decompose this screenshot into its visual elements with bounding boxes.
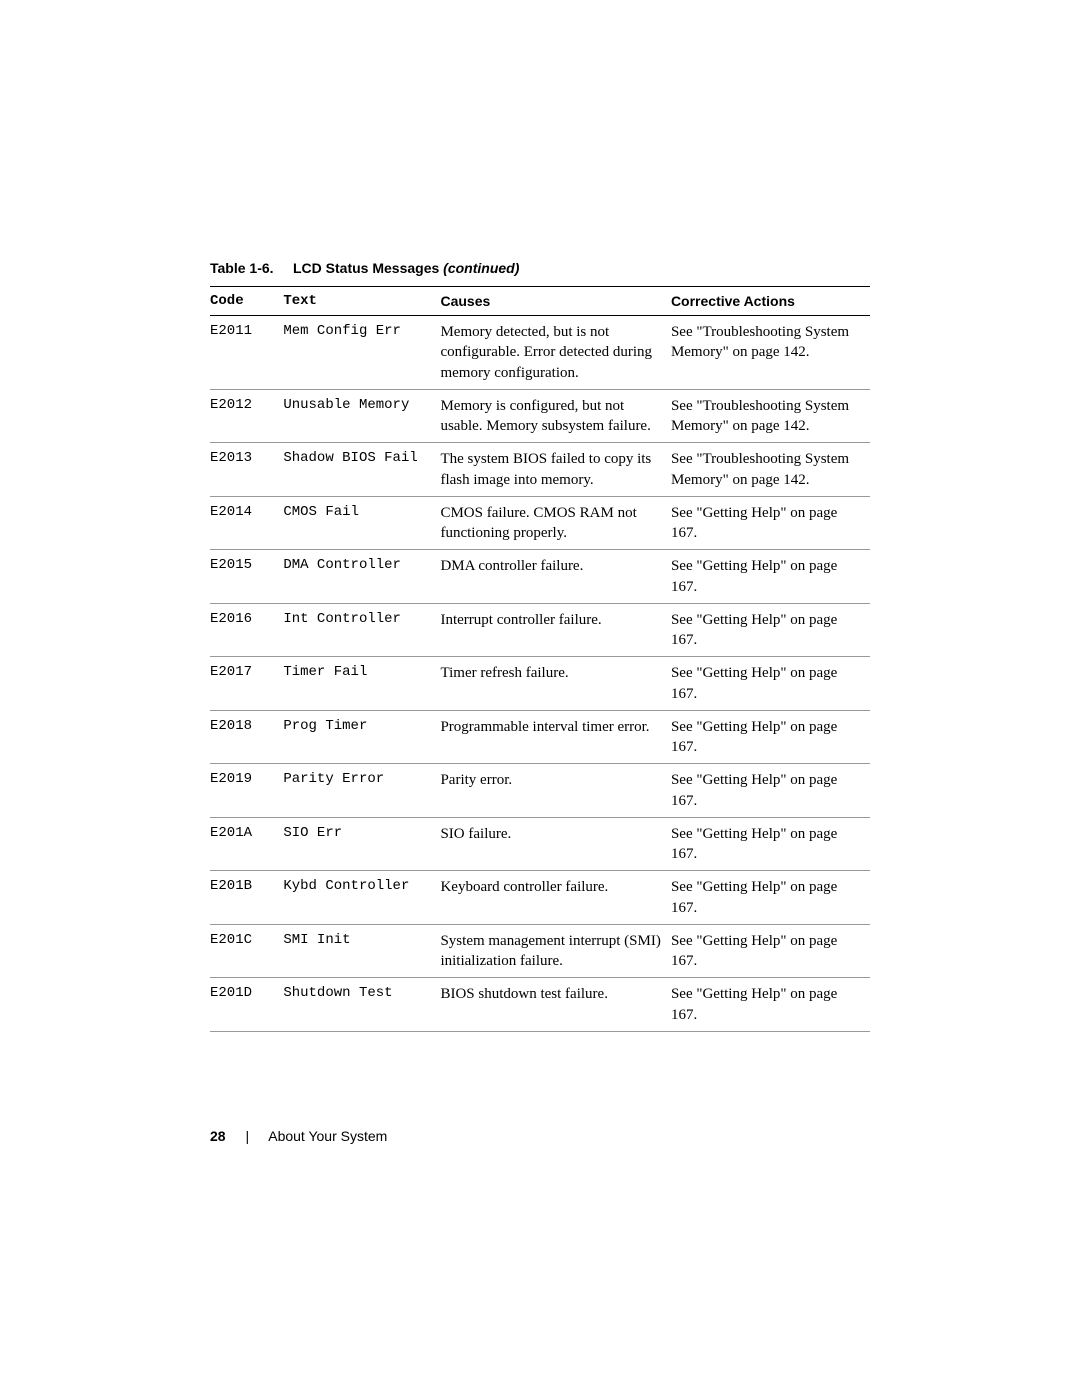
cell-code: E2014 xyxy=(210,496,283,550)
cell-actions: See "Getting Help" on page 167. xyxy=(671,764,870,818)
cell-causes: Interrupt controller failure. xyxy=(440,603,670,657)
cell-actions: See "Getting Help" on page 167. xyxy=(671,710,870,764)
th-code: Code xyxy=(210,287,283,316)
cell-causes: Memory is configured, but not usable. Me… xyxy=(440,389,670,443)
cell-text: Unusable Memory xyxy=(283,389,440,443)
page-footer: 28 | About Your System xyxy=(210,1128,387,1144)
cell-actions: See "Getting Help" on page 167. xyxy=(671,550,870,604)
table-row: E2016Int ControllerInterrupt controller … xyxy=(210,603,870,657)
table-row: E2019Parity ErrorParity error.See "Getti… xyxy=(210,764,870,818)
cell-text: Parity Error xyxy=(283,764,440,818)
cell-text: SIO Err xyxy=(283,817,440,871)
table-row: E2015DMA ControllerDMA controller failur… xyxy=(210,550,870,604)
cell-actions: See "Getting Help" on page 167. xyxy=(671,603,870,657)
cell-code: E2018 xyxy=(210,710,283,764)
cell-text: Shutdown Test xyxy=(283,978,440,1032)
cell-actions: See "Troubleshooting System Memory" on p… xyxy=(671,389,870,443)
th-text: Text xyxy=(283,287,440,316)
cell-text: Mem Config Err xyxy=(283,316,440,390)
cell-code: E2011 xyxy=(210,316,283,390)
cell-text: SMI Init xyxy=(283,924,440,978)
footer-section: About Your System xyxy=(268,1128,387,1144)
cell-text: CMOS Fail xyxy=(283,496,440,550)
page-number: 28 xyxy=(210,1128,226,1144)
cell-actions: See "Getting Help" on page 167. xyxy=(671,924,870,978)
cell-code: E2019 xyxy=(210,764,283,818)
cell-code: E201A xyxy=(210,817,283,871)
cell-actions: See "Troubleshooting System Memory" on p… xyxy=(671,443,870,497)
cell-code: E201B xyxy=(210,871,283,925)
caption-suffix: (continued) xyxy=(443,260,519,276)
cell-causes: Timer refresh failure. xyxy=(440,657,670,711)
caption-title: LCD Status Messages xyxy=(293,260,439,276)
cell-code: E2013 xyxy=(210,443,283,497)
table-row: E2014CMOS FailCMOS failure. CMOS RAM not… xyxy=(210,496,870,550)
cell-causes: CMOS failure. CMOS RAM not functioning p… xyxy=(440,496,670,550)
cell-code: E2015 xyxy=(210,550,283,604)
cell-causes: Parity error. xyxy=(440,764,670,818)
table-row: E2018Prog TimerProgrammable interval tim… xyxy=(210,710,870,764)
cell-code: E2016 xyxy=(210,603,283,657)
table-row: E201CSMI InitSystem management interrupt… xyxy=(210,924,870,978)
cell-actions: See "Getting Help" on page 167. xyxy=(671,978,870,1032)
cell-actions: See "Getting Help" on page 167. xyxy=(671,657,870,711)
table-header-row: Code Text Causes Corrective Actions xyxy=(210,287,870,316)
cell-causes: Keyboard controller failure. xyxy=(440,871,670,925)
table-row: E201ASIO ErrSIO failure.See "Getting Hel… xyxy=(210,817,870,871)
table-row: E2012Unusable MemoryMemory is configured… xyxy=(210,389,870,443)
table-row: E201DShutdown TestBIOS shutdown test fai… xyxy=(210,978,870,1032)
cell-code: E2017 xyxy=(210,657,283,711)
table-row: E2017Timer FailTimer refresh failure.See… xyxy=(210,657,870,711)
cell-actions: See "Getting Help" on page 167. xyxy=(671,871,870,925)
table-row: E201BKybd ControllerKeyboard controller … xyxy=(210,871,870,925)
table-row: E2011Mem Config ErrMemory detected, but … xyxy=(210,316,870,390)
cell-text: Timer Fail xyxy=(283,657,440,711)
cell-causes: Programmable interval timer error. xyxy=(440,710,670,764)
cell-causes: SIO failure. xyxy=(440,817,670,871)
table-caption: Table 1-6. LCD Status Messages (continue… xyxy=(210,260,870,276)
cell-actions: See "Troubleshooting System Memory" on p… xyxy=(671,316,870,390)
cell-actions: See "Getting Help" on page 167. xyxy=(671,496,870,550)
cell-causes: System management interrupt (SMI) initia… xyxy=(440,924,670,978)
cell-text: Kybd Controller xyxy=(283,871,440,925)
cell-text: Prog Timer xyxy=(283,710,440,764)
cell-causes: BIOS shutdown test failure. xyxy=(440,978,670,1032)
cell-code: E201C xyxy=(210,924,283,978)
cell-text: DMA Controller xyxy=(283,550,440,604)
cell-causes: Memory detected, but is not configurable… xyxy=(440,316,670,390)
cell-code: E201D xyxy=(210,978,283,1032)
th-causes: Causes xyxy=(440,287,670,316)
th-actions: Corrective Actions xyxy=(671,287,870,316)
cell-causes: DMA controller failure. xyxy=(440,550,670,604)
table-row: E2013Shadow BIOS FailThe system BIOS fai… xyxy=(210,443,870,497)
cell-causes: The system BIOS failed to copy its flash… xyxy=(440,443,670,497)
cell-text: Shadow BIOS Fail xyxy=(283,443,440,497)
cell-text: Int Controller xyxy=(283,603,440,657)
caption-prefix: Table 1-6. xyxy=(210,260,274,276)
footer-divider: | xyxy=(245,1128,249,1144)
status-messages-table: Code Text Causes Corrective Actions E201… xyxy=(210,286,870,1032)
cell-code: E2012 xyxy=(210,389,283,443)
cell-actions: See "Getting Help" on page 167. xyxy=(671,817,870,871)
